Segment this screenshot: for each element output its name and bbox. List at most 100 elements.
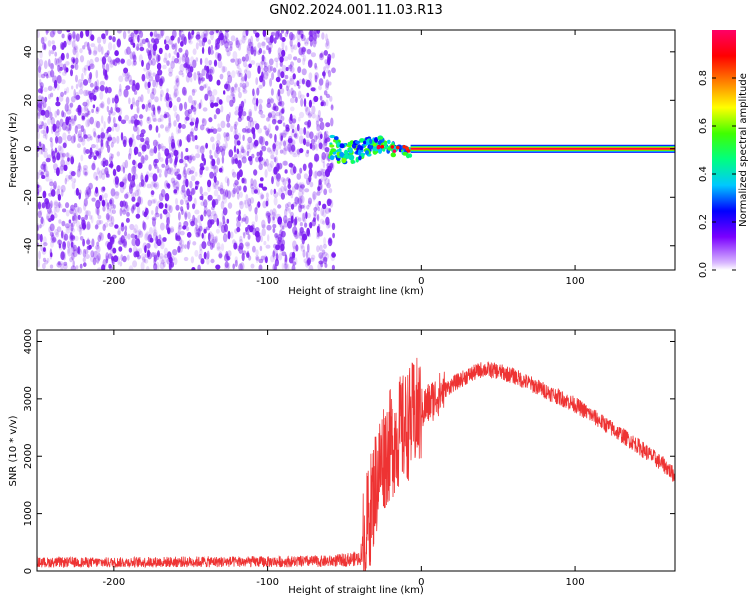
noise-cell <box>248 41 253 49</box>
noise-cell <box>49 30 55 38</box>
noise-cell <box>140 261 145 270</box>
noise-cell <box>146 242 151 249</box>
noise-cell <box>120 235 125 244</box>
noise-cell <box>70 231 73 237</box>
noise-cell <box>250 178 254 187</box>
noise-cell <box>56 226 62 233</box>
noise-cell <box>256 151 260 157</box>
noise-cell <box>40 216 44 225</box>
noise-cell <box>73 88 76 98</box>
noise-cell <box>238 209 241 216</box>
noise-cell <box>323 188 328 196</box>
noise-cell <box>223 188 226 197</box>
noise-cell <box>53 79 58 89</box>
spectrogram-x-tick-label: 0 <box>418 276 424 287</box>
noise-cell <box>268 111 272 119</box>
noise-cell <box>189 131 194 137</box>
noise-cell <box>232 263 235 270</box>
noise-cell <box>281 262 285 270</box>
noise-cell <box>229 45 233 52</box>
noise-cell <box>153 225 157 233</box>
noise-cell <box>309 222 313 229</box>
noise-cell <box>226 218 230 224</box>
noise-cell <box>237 214 242 222</box>
noise-cell <box>85 210 91 216</box>
noise-cell <box>57 193 62 201</box>
noise-cell <box>288 64 292 69</box>
noise-cell <box>229 93 235 100</box>
noise-cell <box>204 83 208 88</box>
noise-cell <box>322 70 326 79</box>
noise-cell <box>114 191 120 196</box>
noise-cell <box>164 35 170 43</box>
noise-cell <box>164 169 168 178</box>
noise-cell <box>239 239 243 244</box>
noise-cell <box>171 43 176 50</box>
noise-cell <box>270 189 273 195</box>
noise-cell <box>318 179 322 186</box>
noise-cell <box>169 157 173 164</box>
noise-cell <box>302 57 306 66</box>
noise-cell <box>323 90 328 96</box>
noise-cell <box>207 63 212 72</box>
noise-cell <box>232 96 236 104</box>
noise-cell <box>82 67 86 73</box>
noise-cell <box>309 131 314 140</box>
noise-cell <box>158 234 162 239</box>
noise-cell <box>181 54 186 61</box>
noise-cell <box>191 100 196 109</box>
noise-cell <box>238 105 244 115</box>
snr-x-tick-label: 0 <box>418 577 424 588</box>
noise-cell <box>296 58 302 63</box>
noise-cell <box>74 46 78 51</box>
noise-cell <box>231 93 236 98</box>
noise-cell <box>303 138 306 146</box>
noise-cell <box>292 226 298 235</box>
noise-cell <box>118 115 122 122</box>
noise-cell <box>143 258 147 264</box>
noise-cell <box>264 256 268 264</box>
noise-cell <box>315 135 318 141</box>
noise-cell <box>97 214 102 220</box>
noise-cell <box>280 222 285 230</box>
noise-cell <box>329 95 333 102</box>
noise-cell <box>283 140 286 147</box>
noise-cell <box>267 163 273 172</box>
noise-cell <box>240 145 244 154</box>
noise-cell <box>299 30 303 35</box>
noise-cell <box>282 122 286 127</box>
noise-cell <box>56 83 60 91</box>
noise-cell <box>83 146 86 155</box>
noise-cell <box>308 264 314 270</box>
noise-cell <box>72 249 78 258</box>
noise-cell <box>274 232 278 238</box>
noise-cell <box>296 148 301 155</box>
noise-cell <box>77 78 83 88</box>
noise-cell <box>269 98 274 104</box>
noise-cell <box>296 31 301 41</box>
noise-cell <box>205 127 210 132</box>
noise-cell <box>230 35 236 42</box>
noise-cell <box>149 227 153 235</box>
noise-cell <box>298 127 304 135</box>
noise-cell <box>304 105 308 112</box>
noise-cell <box>165 92 170 101</box>
noise-cell <box>245 227 248 232</box>
snr-y-tick-label: 3000 <box>23 386 34 411</box>
noise-cell <box>67 246 71 254</box>
noise-cell <box>171 180 177 186</box>
noise-cell <box>124 193 129 199</box>
noise-cell <box>282 147 288 156</box>
noise-cell <box>124 76 129 82</box>
noise-cell <box>146 183 152 189</box>
noise-cell <box>37 233 41 241</box>
snr-marks <box>37 357 675 571</box>
noise-cell <box>210 102 215 109</box>
noise-cell <box>184 163 188 168</box>
noise-cell <box>209 99 214 107</box>
noise-cell <box>246 243 250 250</box>
noise-cell <box>142 157 146 164</box>
noise-cell <box>240 77 245 83</box>
noise-cell <box>93 46 98 55</box>
